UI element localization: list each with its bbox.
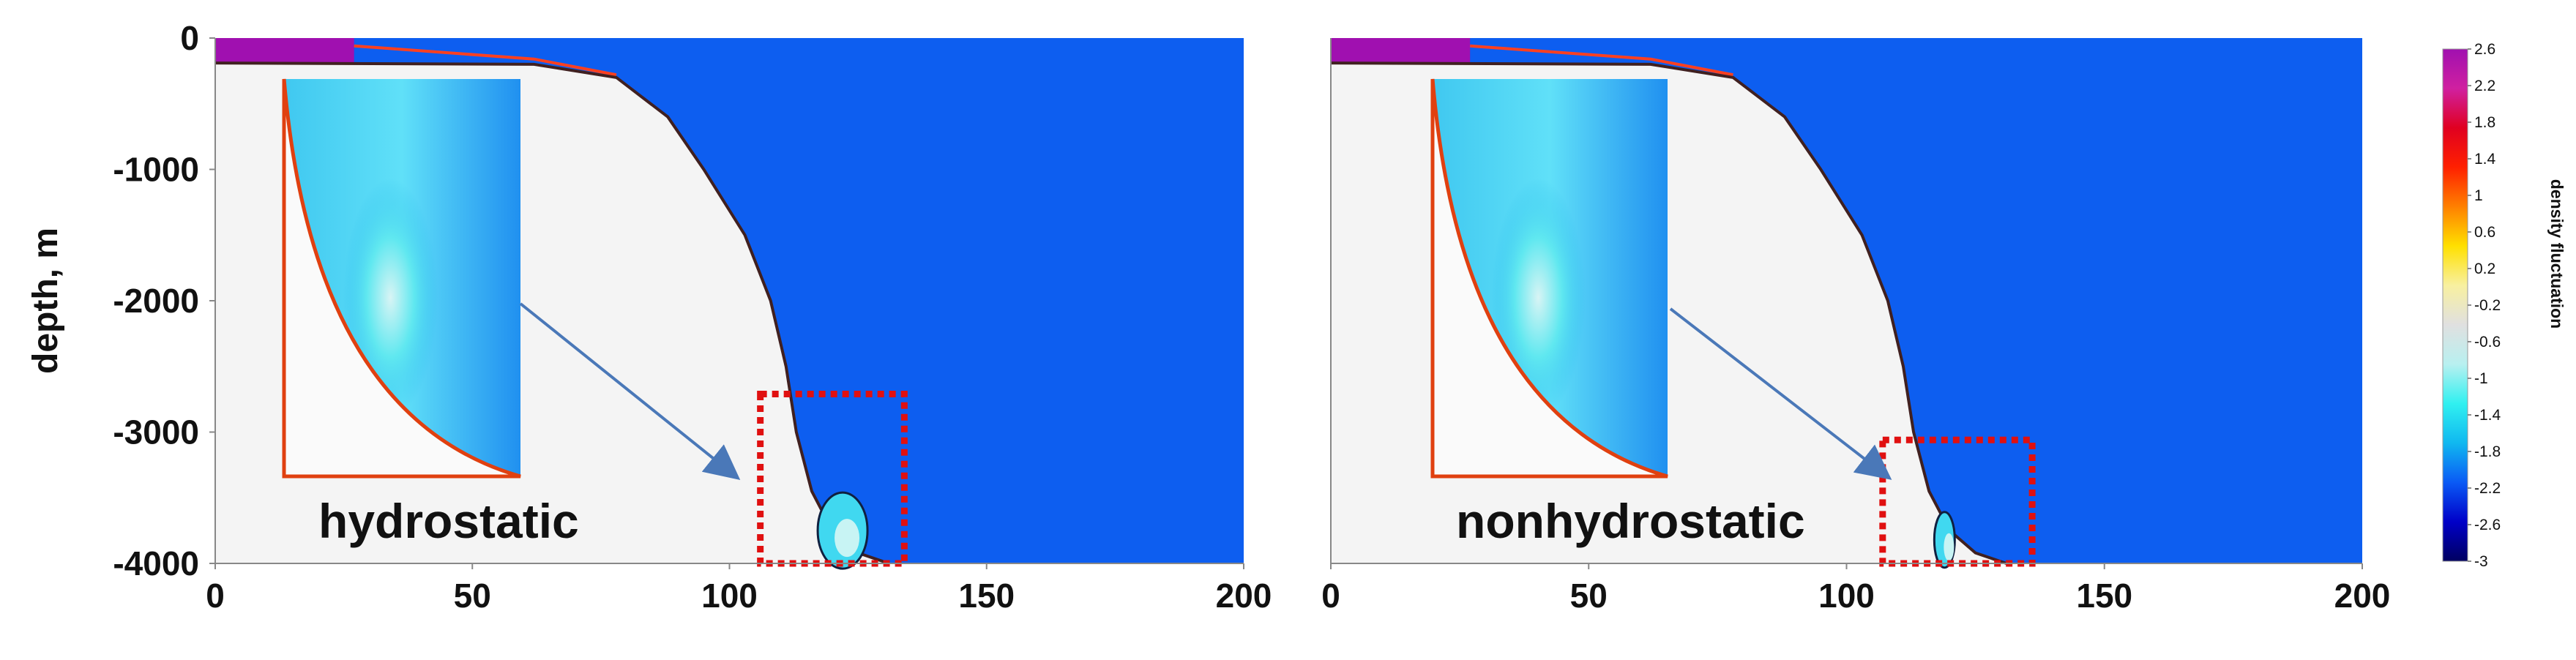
colorbar-tick-label: 0.6 (2474, 224, 2495, 241)
colorbar-tick-label: -3 (2474, 553, 2488, 570)
colorbar-tick-label: -1.8 (2474, 443, 2501, 460)
colorbar-tick-label: -2.2 (2474, 480, 2501, 497)
inset-plume (1491, 178, 1586, 417)
panel: 0 50 100 150 200 nonhydrostatic (1321, 38, 2390, 615)
y-tick-label: 0 (180, 19, 199, 57)
x-tick-label: 0 (206, 577, 225, 615)
x-tick-label: 150 (958, 577, 1015, 615)
surface-layer (215, 38, 354, 64)
y-axis-label: depth, m (26, 228, 65, 374)
y-tick-label: -2000 (113, 282, 199, 320)
colorbar-tick-label: -1 (2474, 370, 2488, 387)
x-tick-label: 200 (2334, 577, 2391, 615)
arrow (1669, 307, 1892, 480)
colorbar-tick-label: -2.6 (2474, 517, 2501, 533)
x-tick-label: 200 (1216, 577, 1272, 615)
inset-plume (343, 178, 438, 417)
y-tick-label: -3000 (113, 413, 199, 451)
zoom-box (757, 390, 908, 567)
colorbar-tick-label: 1 (2474, 187, 2483, 204)
colorbar-tick-label: -0.2 (2474, 297, 2501, 314)
colorbar-tick-label: 2.6 (2474, 41, 2495, 58)
y-tick-label: -1000 (113, 151, 199, 189)
colorbar-label: density fluctuation (2547, 179, 2566, 329)
colorbar-tick-label: 0.2 (2474, 260, 2495, 277)
inset-seabed (1430, 78, 1668, 479)
panel: 0 50 100 150 200 0 -1000 -2000 -3000 -4000 depth, … (26, 19, 1272, 615)
colorbar-tick-label: -1.4 (2474, 407, 2501, 424)
x-tick-label: 0 (1321, 577, 1340, 615)
colorbar-tick-label: -0.6 (2474, 334, 2501, 350)
inset-seabed (282, 78, 521, 479)
shelf-layer (1470, 44, 1733, 77)
x-tick-label: 50 (1570, 577, 1608, 615)
annotation: hydrostatic (318, 494, 579, 548)
x-tick-label: 100 (1818, 577, 1875, 615)
x-tick-label: 50 (454, 577, 491, 615)
y-tick-label: -4000 (113, 544, 199, 582)
shelf-layer (354, 44, 617, 77)
colorbar-tick-label: 1.8 (2474, 114, 2495, 131)
arrow (519, 302, 741, 481)
zoom-box (1879, 436, 2036, 567)
colorbar-tick-label: 2.2 (2474, 78, 2495, 94)
x-tick-label: 150 (2076, 577, 2132, 615)
colorbar-tick-label: 1.4 (2474, 151, 2496, 168)
annotation: nonhydrostatic (1456, 494, 1805, 548)
gravity-current-core (835, 519, 860, 558)
colorbar (2442, 48, 2468, 562)
surface-layer (1331, 38, 1471, 64)
x-tick-label: 100 (701, 577, 758, 615)
gravity-current-core (1944, 533, 1955, 561)
